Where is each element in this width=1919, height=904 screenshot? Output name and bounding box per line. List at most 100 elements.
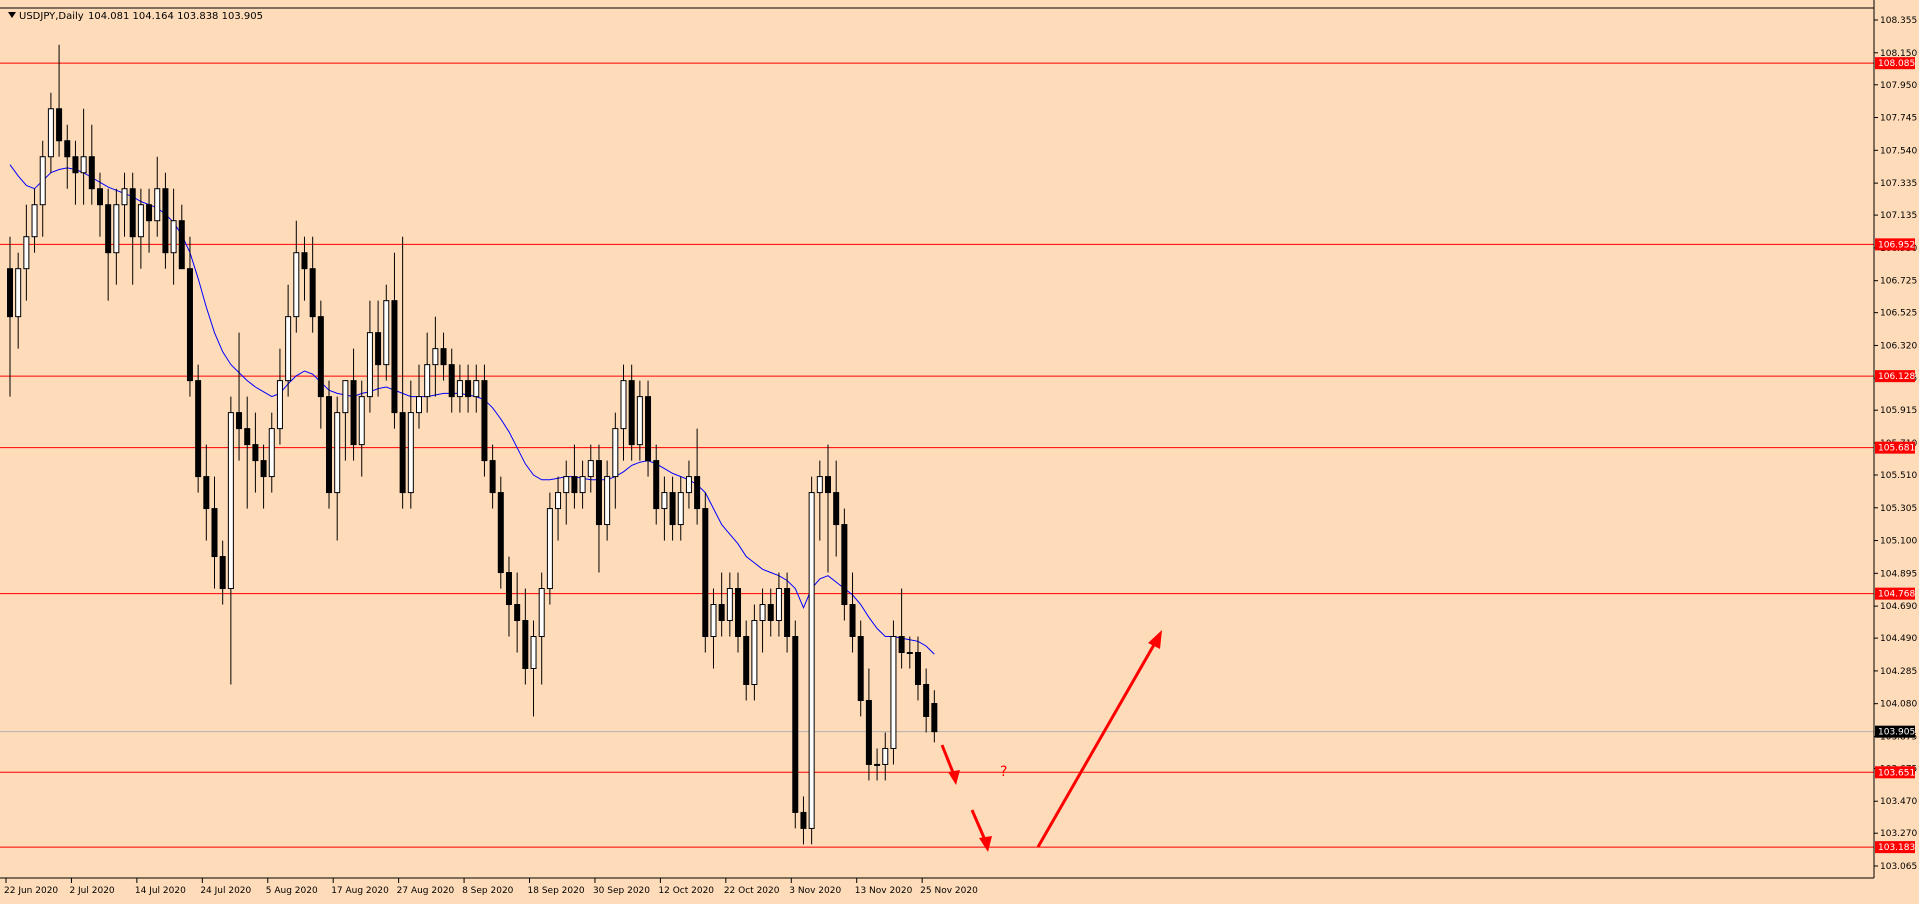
level-badge-label: 106.952 <box>1878 240 1915 250</box>
candle <box>497 476 504 589</box>
candle <box>342 380 349 461</box>
ytick-label: 103.470 <box>1880 797 1917 807</box>
candle <box>162 172 169 269</box>
candle-body <box>178 220 185 270</box>
candle <box>890 620 897 765</box>
candle <box>792 620 799 829</box>
ytick-label: 107.540 <box>1880 146 1917 156</box>
candle <box>669 476 676 541</box>
candle-body <box>702 508 709 638</box>
candle <box>735 572 742 653</box>
candle-body <box>203 476 210 510</box>
candle-body <box>481 380 488 462</box>
candle <box>775 572 782 637</box>
candle-body <box>432 348 439 366</box>
candle <box>178 204 185 270</box>
candle-body <box>129 188 136 238</box>
level-badge-3: 105.681 <box>1875 441 1915 454</box>
candle <box>96 172 103 237</box>
ohlc-label: 104.081 104.164 103.838 103.905 <box>88 11 263 22</box>
candle <box>620 364 627 461</box>
candle <box>80 108 87 205</box>
ytick-label: 107.335 <box>1880 179 1917 189</box>
candle-body <box>399 412 406 494</box>
xtick-label: 22 Oct 2020 <box>724 886 780 896</box>
ytick-label: 106.725 <box>1880 277 1917 287</box>
price-badges: 108.085 106.952 106.128 105.681 104.768 103.6… <box>1875 57 1915 854</box>
candle-body <box>219 556 226 590</box>
level-badge-5: 103.651 <box>1875 766 1915 779</box>
candle-body <box>784 588 791 638</box>
current-price-badge: 103.905 <box>1875 725 1915 738</box>
level-badge-4: 104.768 <box>1875 587 1915 600</box>
candle <box>595 444 602 573</box>
candle <box>407 380 414 509</box>
level-badge-label: 105.681 <box>1878 444 1915 454</box>
candle-body <box>407 412 414 494</box>
candle <box>244 396 251 509</box>
candle-body <box>170 220 177 254</box>
candle-body <box>350 380 357 446</box>
candle-body <box>522 620 529 669</box>
candle <box>301 236 308 301</box>
current-badge-bg <box>1875 725 1915 738</box>
candle-body <box>841 524 848 606</box>
ytick-label: 106.525 <box>1880 309 1917 319</box>
candle-body <box>571 476 578 494</box>
xtick-label: 5 Aug 2020 <box>266 886 318 896</box>
level-badge-bg <box>1875 766 1915 779</box>
candle <box>448 348 455 413</box>
ytick-label: 103.270 <box>1880 829 1917 839</box>
candle-body <box>685 476 692 494</box>
candle-body <box>645 396 652 462</box>
candle <box>677 476 684 541</box>
candle-body <box>358 396 365 446</box>
candle-body <box>326 396 333 494</box>
candle-body <box>186 268 193 382</box>
candle-body <box>137 204 144 238</box>
candle <box>203 444 210 541</box>
candle-body <box>7 268 13 318</box>
candle-body <box>767 604 774 622</box>
candle <box>293 220 300 333</box>
ytick-label: 108.150 <box>1880 49 1917 59</box>
candle-body <box>653 460 660 510</box>
candle-body <box>301 252 308 270</box>
price-axis <box>0 0 1875 879</box>
candle <box>710 588 717 669</box>
candle-body <box>162 188 169 254</box>
candle-body <box>751 620 758 685</box>
candle <box>31 188 38 253</box>
candle <box>350 348 357 461</box>
candle-body <box>849 604 856 638</box>
xtick-label: 14 Jul 2020 <box>135 886 186 896</box>
trade-arrows: ? <box>940 630 1162 852</box>
candle <box>432 316 439 397</box>
collapse-triangle-icon[interactable] <box>8 12 16 18</box>
candle-body <box>309 268 316 318</box>
candle-body <box>857 636 864 701</box>
candle-body <box>424 364 431 398</box>
down-arrow-2 <box>970 809 987 841</box>
xtick-label: 12 Oct 2020 <box>658 886 714 896</box>
candle <box>718 572 725 637</box>
candle <box>309 236 316 333</box>
candle <box>800 796 807 845</box>
candle <box>481 364 488 477</box>
candle <box>276 348 283 445</box>
candle <box>473 364 480 413</box>
level-badge-bg <box>1875 57 1915 70</box>
date-ticks: 22 Jun 2020 2 Jul 2020 14 Jul 2020 24 Jul 2… <box>4 878 978 896</box>
candle <box>808 476 815 845</box>
candle <box>456 364 463 413</box>
candle-body <box>105 204 112 254</box>
candle-body <box>154 188 161 222</box>
candle <box>465 364 472 413</box>
candle <box>260 444 267 509</box>
candle <box>23 204 30 301</box>
candle-body <box>383 300 390 366</box>
candle <box>604 460 611 541</box>
candle-body <box>416 396 422 414</box>
candle <box>146 188 153 253</box>
